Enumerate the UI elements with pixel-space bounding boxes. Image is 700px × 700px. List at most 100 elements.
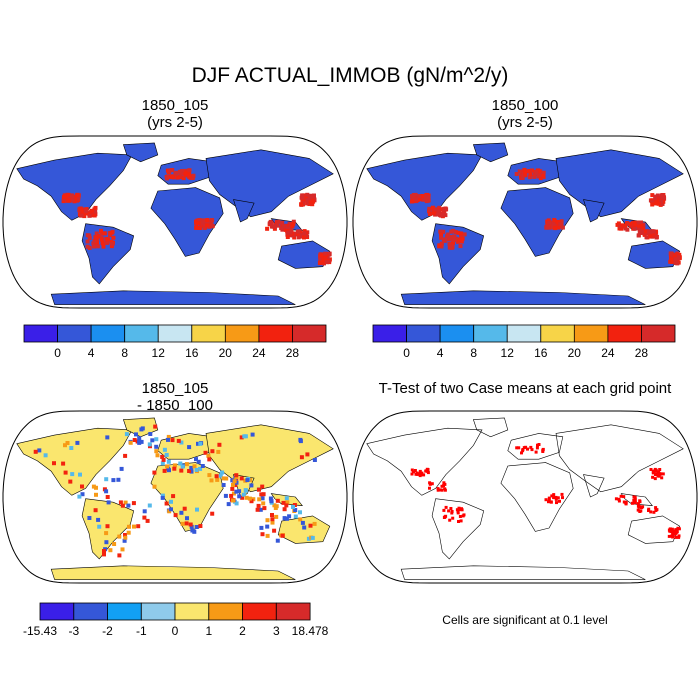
colorbar-tick-label: 0 — [54, 346, 61, 360]
grid-cell — [447, 245, 452, 250]
grid-cell — [451, 238, 456, 243]
grid-cell — [265, 524, 270, 529]
grid-cell — [541, 173, 546, 178]
grid-cell — [91, 484, 96, 489]
grid-cell — [306, 201, 311, 206]
continent-antarctica — [50, 290, 296, 305]
grid-cell — [290, 224, 295, 229]
grid-cell — [439, 235, 443, 240]
significant-cell — [547, 498, 551, 502]
grid-cell — [223, 493, 228, 498]
grid-cell — [81, 209, 86, 214]
significant-cell — [444, 505, 448, 509]
significant-cell — [674, 535, 678, 539]
grid-cell — [673, 257, 678, 262]
significant-cell — [436, 488, 440, 492]
colorbar-swatch — [157, 324, 193, 343]
grid-cell — [325, 260, 329, 265]
grid-cell — [202, 223, 207, 228]
grid-cell — [139, 439, 144, 444]
grid-cell — [198, 466, 203, 471]
grid-cell — [414, 197, 418, 202]
grid-cell — [93, 209, 98, 214]
grid-cell — [282, 507, 287, 512]
significant-cell — [669, 530, 673, 534]
grid-cell — [443, 213, 448, 218]
colorbar-absolute-right: 0 4 8 12 16 20 24 28 — [372, 324, 676, 360]
grid-cell — [100, 241, 105, 246]
grid-cell — [218, 473, 223, 478]
significant-cell — [561, 496, 564, 500]
grid-cell — [210, 449, 215, 454]
grid-cell — [660, 202, 665, 206]
grid-cell — [126, 503, 131, 508]
colorbar-swatch — [573, 324, 609, 343]
significant-cell — [550, 494, 554, 498]
grid-cell — [241, 492, 246, 497]
grid-cell — [268, 496, 273, 501]
grid-cell — [534, 170, 539, 175]
significant-cell — [418, 469, 422, 473]
significant-cell — [658, 468, 662, 471]
continent-south-america — [431, 498, 485, 560]
grid-cell — [123, 500, 128, 505]
grid-cell — [550, 225, 555, 230]
grid-cell — [244, 495, 249, 500]
grid-cell — [94, 235, 99, 240]
grid-cell — [305, 452, 310, 457]
grid-cell — [200, 221, 205, 226]
significant-cell — [632, 501, 636, 505]
colorbar-tick-label: 28 — [286, 346, 300, 360]
grid-cell — [101, 244, 106, 249]
colorbar-tick-label: 1 — [205, 624, 212, 638]
significant-cell — [410, 468, 414, 472]
grid-cell — [544, 225, 549, 230]
significant-cell — [636, 504, 640, 508]
grid-cell — [97, 234, 102, 238]
grid-cell — [154, 437, 159, 442]
grid-cell — [165, 168, 170, 173]
significant-cell — [515, 446, 519, 450]
grid-cell — [276, 219, 281, 224]
significant-cell — [677, 534, 681, 538]
grid-cell — [453, 230, 458, 234]
significant-cell — [667, 534, 671, 538]
significant-cell — [673, 532, 677, 536]
grid-cell — [221, 483, 226, 487]
grid-cell — [171, 494, 176, 499]
grid-cell — [644, 235, 649, 240]
colorbar-swatch — [291, 324, 327, 343]
grid-cell — [656, 201, 661, 206]
map-case-1850-100 — [352, 135, 698, 309]
colorbar-swatch — [224, 324, 260, 343]
continent-australia — [277, 240, 331, 269]
grid-cell — [214, 474, 219, 479]
grid-cell — [653, 201, 658, 206]
grid-cell — [459, 231, 464, 236]
colorbar-swatch — [258, 324, 293, 343]
grid-cell — [654, 235, 659, 240]
grid-cell — [105, 240, 109, 245]
colorbar-tick-label: 4 — [88, 346, 95, 360]
significant-cell — [639, 505, 643, 509]
grid-cell — [230, 478, 235, 483]
grid-cell — [458, 244, 463, 249]
grid-cell — [182, 506, 187, 511]
grid-cell — [302, 235, 306, 240]
colorbar-swatch — [439, 324, 475, 343]
grid-cell — [642, 232, 647, 237]
significant-cell — [459, 519, 463, 523]
grid-cell — [99, 237, 104, 242]
colorbar-swatch — [191, 324, 226, 343]
grid-cell — [145, 518, 150, 523]
significant-cell — [544, 498, 548, 502]
grid-cell — [173, 171, 178, 176]
grid-cell — [553, 225, 557, 230]
grid-cell — [232, 479, 237, 484]
grid-cell — [230, 486, 235, 491]
colorbar-tick-label: -2 — [102, 624, 113, 638]
significant-cell — [654, 506, 658, 510]
grid-cell — [546, 225, 551, 230]
grid-cell — [62, 195, 66, 199]
grid-cell — [451, 240, 456, 245]
